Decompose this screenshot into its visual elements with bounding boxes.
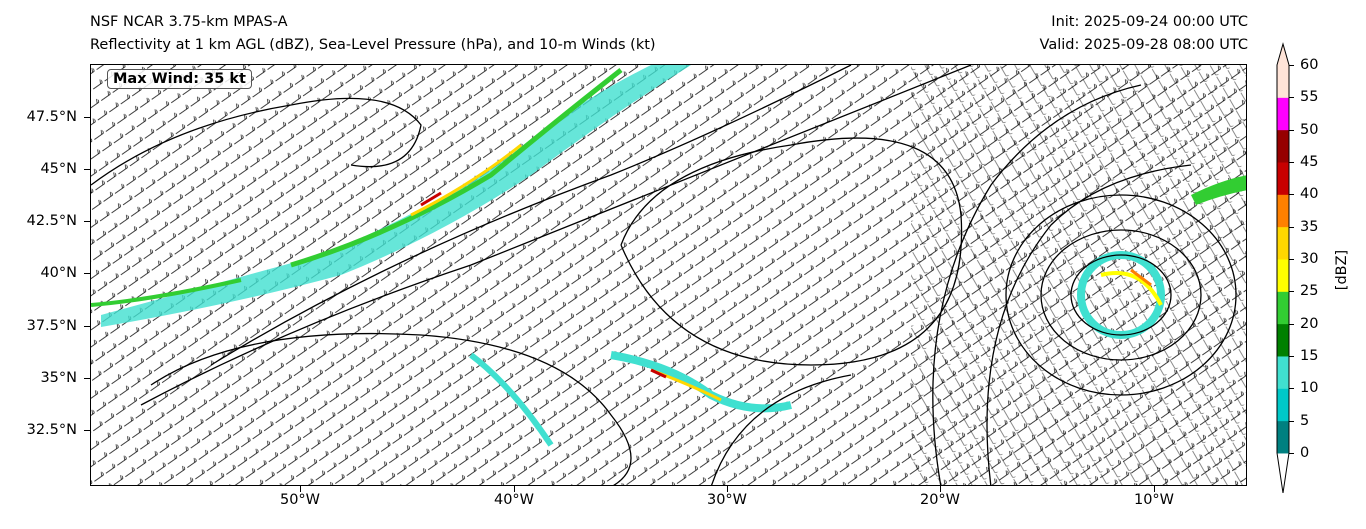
lat-tick-mark: [84, 326, 90, 327]
colorbar-segment: [1277, 194, 1289, 228]
colorbar-tick-mark: [1289, 291, 1294, 293]
map-plot-area: [90, 64, 1247, 486]
isobars: [91, 65, 1237, 485]
lon-tick-label: 40°W: [493, 492, 535, 508]
colorbar-segment: [1277, 388, 1289, 422]
colorbar-tick-label: 25: [1300, 283, 1319, 300]
lat-tick-label: 35°N: [40, 370, 77, 386]
lat-tick-mark: [84, 378, 90, 379]
lon-tick-mark: [300, 486, 301, 492]
colorbar-tick-label: 60: [1300, 57, 1319, 73]
colorbar-segment: [1277, 161, 1289, 195]
lat-tick-label: 32.5°N: [26, 422, 77, 438]
map-svg: [91, 65, 1246, 485]
colorbar-unit: [dBZ]: [1334, 249, 1351, 291]
colorbar-tick-label: 45: [1300, 153, 1319, 170]
colorbar-tick-label: 15: [1300, 347, 1319, 364]
reflectivity-band-north: [101, 65, 691, 327]
colorbar-tick-mark: [1289, 129, 1294, 131]
lat-tick-label: 40°N: [40, 265, 77, 281]
lon-tick-label: 20°W: [919, 492, 961, 508]
colorbar-tick-mark: [1289, 323, 1294, 325]
lat-tick-label: 47.5°N: [26, 109, 77, 125]
colorbar-tick-mark: [1289, 420, 1294, 422]
colorbar-tick-label: 40: [1300, 186, 1319, 203]
colorbar-tick-label: 30: [1300, 250, 1319, 267]
wind-barbs-east: [911, 65, 1246, 485]
lat-tick-mark: [84, 430, 90, 431]
colorbar-over-arrow: [1277, 44, 1289, 65]
colorbar-tick-label: 55: [1300, 89, 1319, 106]
valid-time: Valid: 2025-09-28 08:00 UTC: [1039, 37, 1248, 53]
title-fields: Reflectivity at 1 km AGL (dBZ), Sea-Leve…: [90, 37, 656, 53]
lon-tick-mark: [514, 486, 515, 492]
colorbar-segment: [1277, 226, 1289, 260]
title-model: NSF NCAR 3.75-km MPAS-A: [90, 14, 288, 30]
reflectivity-south: [91, 278, 792, 447]
init-time: Init: 2025-09-24 00:00 UTC: [1051, 14, 1248, 30]
colorbar-tick-label: 10: [1300, 380, 1319, 397]
colorbar-tick-label: 35: [1300, 218, 1319, 235]
colorbar-tick-mark: [1289, 161, 1294, 163]
colorbar: [1276, 42, 1290, 494]
colorbar-tick-label: 0: [1300, 444, 1310, 461]
colorbar-segment: [1277, 258, 1289, 292]
lon-tick-label: 10°W: [1133, 492, 1175, 508]
colorbar-tick-mark: [1289, 226, 1294, 228]
max-wind-label: Max Wind: 35 kt: [107, 69, 252, 89]
lat-tick-label: 45°N: [40, 161, 77, 177]
lon-tick-label: 50°W: [279, 492, 321, 508]
lat-tick-mark: [84, 169, 90, 170]
lon-tick-label: 30°W: [706, 492, 748, 508]
colorbar-tick-label: 50: [1300, 121, 1319, 138]
colorbar-tick-mark: [1289, 194, 1294, 196]
colorbar-tick-mark: [1289, 65, 1294, 66]
colorbar-tick-mark: [1289, 97, 1294, 99]
colorbar-segment: [1277, 420, 1289, 454]
colorbar-segment: [1277, 97, 1289, 131]
colorbar-segment: [1277, 129, 1289, 163]
colorbar-segment: [1277, 65, 1289, 98]
lat-tick-mark: [84, 117, 90, 118]
lat-tick-mark: [84, 221, 90, 222]
colorbar-tick-label: 20: [1300, 315, 1319, 332]
lat-tick-mark: [84, 273, 90, 274]
colorbar-segment: [1277, 323, 1289, 357]
lon-tick-mark: [727, 486, 728, 492]
colorbar-tick-mark: [1289, 388, 1294, 390]
colorbar-tick-mark: [1289, 258, 1294, 260]
colorbar-tick-mark: [1289, 452, 1294, 454]
colorbar-tick-mark: [1289, 355, 1294, 357]
lon-tick-mark: [1154, 486, 1155, 492]
colorbar-segment: [1277, 291, 1289, 325]
colorbar-tick-label: 5: [1300, 412, 1310, 429]
lon-tick-mark: [940, 486, 941, 492]
lat-tick-label: 42.5°N: [26, 213, 77, 229]
lat-tick-label: 37.5°N: [26, 318, 77, 334]
colorbar-segment: [1277, 355, 1289, 389]
